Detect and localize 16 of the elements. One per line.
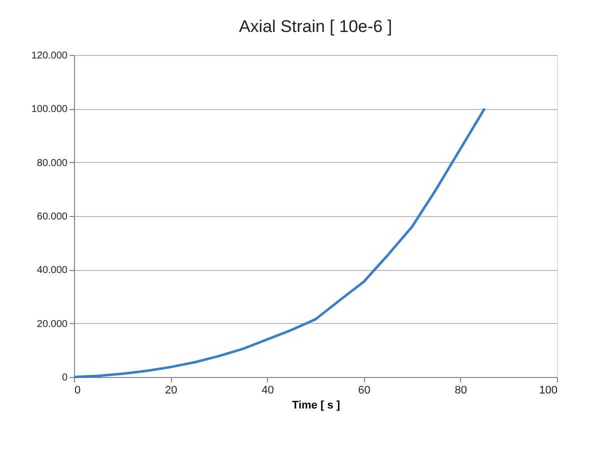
x-tick-label: 20 (164, 384, 178, 396)
y-tick-label: 0 (62, 372, 68, 384)
y-tick-label: 60.000 (36, 212, 68, 222)
x-tick-label: 60 (358, 384, 370, 396)
y-tick-label: 20.000 (36, 318, 68, 330)
line-series (72, 107, 486, 378)
y-tick-label: 100.000 (31, 104, 68, 116)
y-tick-label: 40.000 (36, 265, 68, 276)
x-axis-title: Time [ s ] (292, 400, 340, 412)
x-tick-label: 80 (454, 384, 468, 396)
y-tick-label: 80.000 (36, 158, 68, 169)
x-tick-label: 40 (262, 384, 274, 396)
chart-title: Axial Strain [ 10e-6 ] (238, 17, 392, 36)
x-tick-label: 100 (539, 384, 558, 396)
x-tick-label: 0 (74, 384, 81, 396)
y-tick-label: 120.000 (31, 50, 68, 62)
